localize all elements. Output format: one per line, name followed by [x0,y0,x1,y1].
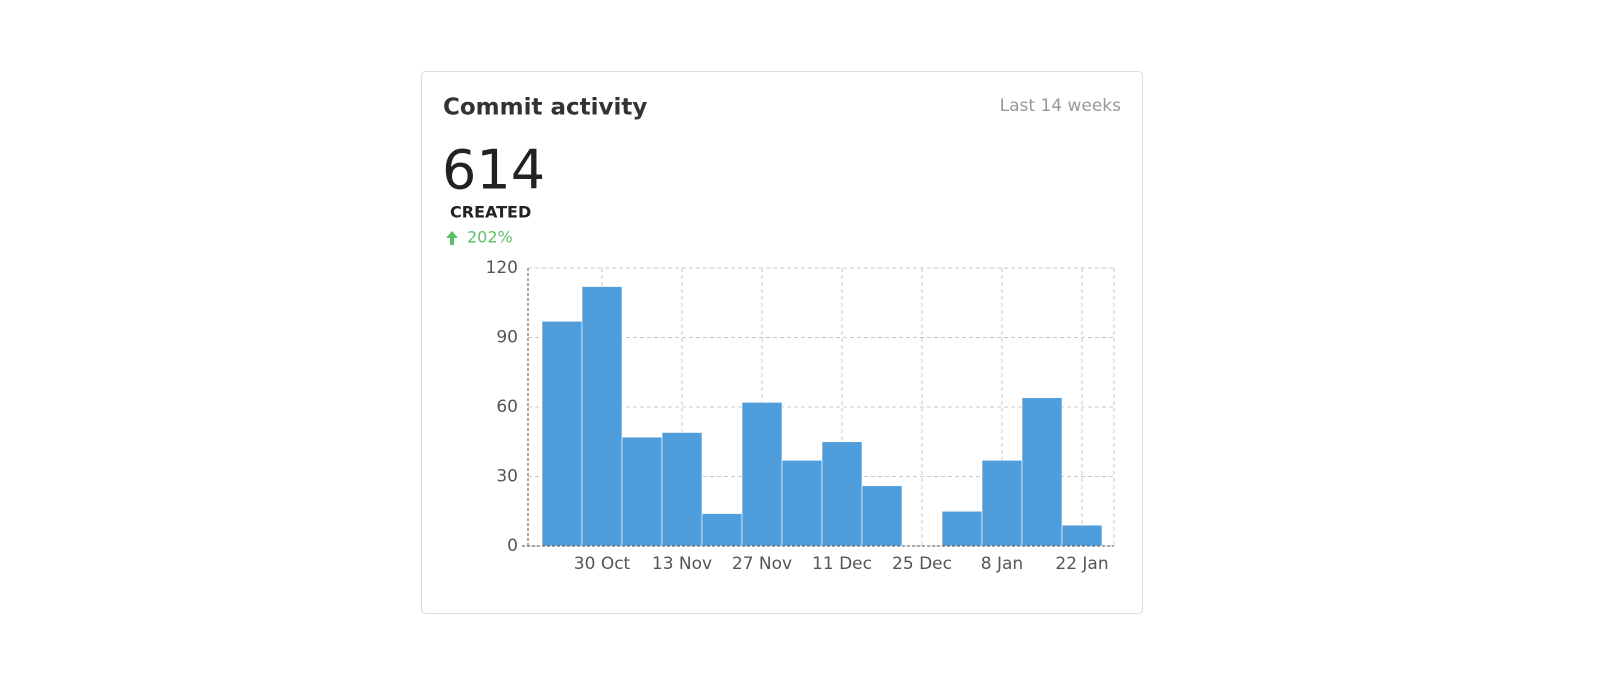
x-tick-label: 30 Oct [574,554,631,574]
x-tick-label: 13 Nov [652,554,712,574]
x-tick-label: 11 Dec [812,554,872,574]
y-tick-label: 0 [507,536,518,556]
x-tick-label: 8 Jan [981,554,1023,574]
bar [861,485,903,547]
bar [701,513,743,547]
y-tick-label: 90 [496,328,518,348]
x-tick-label: 22 Jan [1055,554,1108,574]
bar [781,459,823,547]
card-title: Commit activity [443,95,647,121]
bar [741,402,783,547]
change: 202% [446,228,513,247]
x-tick-label: 25 Dec [892,554,952,574]
bar [541,320,583,547]
card-period: Last 14 weeks [1000,96,1122,116]
bar [581,286,623,547]
y-tick-label: 30 [496,467,518,487]
bar [941,510,983,547]
bar [621,436,663,547]
bar [981,459,1023,547]
bar [1061,524,1103,547]
bar [821,441,863,547]
y-tick-label: 60 [496,397,518,417]
bar [1021,397,1063,547]
x-tick-label: 27 Nov [732,554,792,574]
total: 614 [442,139,545,202]
up-arrow [446,231,458,245]
y-tick-label: 120 [486,258,518,278]
total-label: CREATED [450,203,531,222]
bar [661,432,703,547]
change-value: 202% [467,228,513,247]
